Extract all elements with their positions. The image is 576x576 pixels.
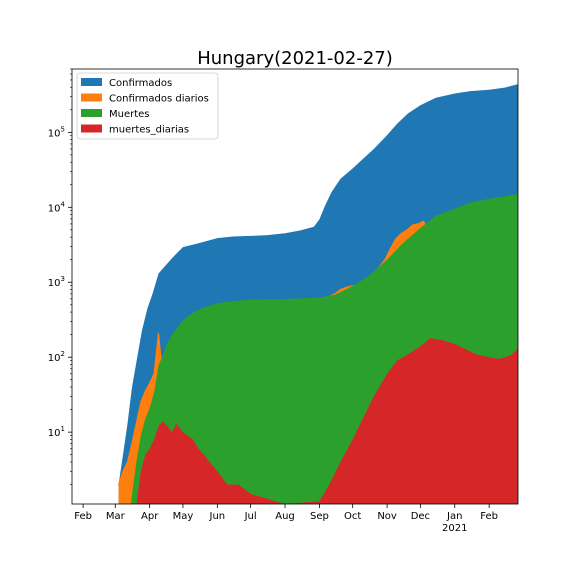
x-tick-label: Mar (106, 511, 126, 522)
x-tick-label: Apr (141, 511, 159, 522)
chart-title: Hungary(2021-02-27) (197, 48, 393, 69)
legend-label: Confirmados (109, 78, 172, 89)
legend-swatch (81, 94, 102, 102)
x-tick-label: May (173, 511, 194, 522)
x-tick-label: Feb (74, 511, 92, 522)
legend-swatch (81, 125, 102, 133)
legend-label: Confirmados diarios (109, 94, 209, 105)
legend-swatch (81, 78, 102, 86)
legend-label: Muertes (109, 109, 150, 120)
x-tick-label: Jun (209, 511, 226, 522)
x-tick-label: Dec (411, 511, 430, 522)
x-tick-label: Sep (310, 511, 329, 522)
x-year-label: 2021 (442, 523, 467, 534)
legend-label: muertes_diarias (109, 125, 189, 136)
legend: Confirmados Confirmados diarios Muertes mue… (77, 73, 218, 139)
x-tick-label: Nov (377, 511, 397, 522)
legend-swatch (81, 109, 102, 117)
x-tick-label: Jan (446, 511, 462, 522)
x-tick-label: Aug (275, 511, 295, 522)
x-tick-label: Jul (244, 511, 257, 522)
x-tick-label: Feb (480, 511, 498, 522)
x-tick-label: Oct (344, 511, 361, 522)
